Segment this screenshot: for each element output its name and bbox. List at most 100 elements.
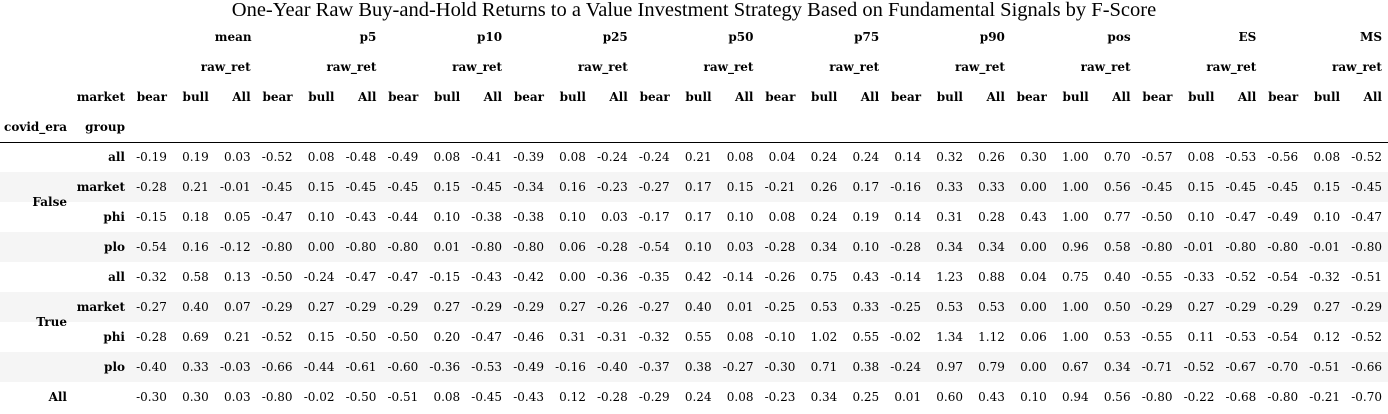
- table-cell: 0.31: [559, 330, 586, 344]
- table-cell: 0.10: [307, 210, 335, 224]
- market-column-header: bear: [1142, 90, 1173, 104]
- table-cell: 0.08: [1313, 150, 1341, 164]
- table-cell: -0.66: [261, 360, 293, 374]
- table-cell: -0.29: [513, 300, 544, 314]
- table-cell: -0.31: [597, 330, 628, 344]
- row-group-label: plo: [104, 240, 125, 254]
- table-cell: 0.17: [684, 180, 712, 194]
- table-cell: 0.69: [182, 330, 209, 344]
- table-cell: 0.53: [1103, 330, 1131, 344]
- market-column-header: bear: [388, 90, 419, 104]
- table-cell: -0.50: [1141, 210, 1173, 224]
- table-cell: -0.39: [513, 150, 544, 164]
- row-group-label: phi: [103, 330, 125, 344]
- table-cell: -0.45: [261, 180, 293, 194]
- table-cell: 0.21: [684, 150, 712, 164]
- variable-header: raw_ret: [703, 60, 754, 74]
- table-cell: 0.30: [1020, 150, 1047, 164]
- table-cell: -0.47: [261, 210, 293, 224]
- market-column-header: bull: [1062, 90, 1089, 104]
- table-cell: -0.47: [1225, 210, 1257, 224]
- table-cell: -0.26: [764, 270, 796, 284]
- stat-header: p5: [359, 30, 377, 44]
- table-cell: 0.03: [726, 240, 754, 254]
- table-cell: -0.67: [1225, 360, 1257, 374]
- market-column-header: All: [1112, 90, 1131, 104]
- table-cell: 0.21: [182, 180, 209, 194]
- table-cell: -0.25: [764, 300, 796, 314]
- market-column-header: bull: [559, 90, 586, 104]
- table-cell: -0.28: [764, 240, 796, 254]
- table-cell: -0.48: [345, 150, 377, 164]
- table-cell: 0.15: [433, 180, 461, 194]
- table-cell: 0.08: [559, 150, 586, 164]
- table-cell: -0.29: [1351, 300, 1382, 314]
- table-cell: 0.19: [182, 150, 209, 164]
- table-cell: -0.24: [597, 150, 628, 164]
- table-cell: 0.17: [852, 180, 880, 194]
- table-cell: 0.16: [182, 240, 209, 254]
- table-cell: 0.27: [559, 300, 586, 314]
- table-cell: 0.11: [1187, 330, 1215, 344]
- table-cell: 0.60: [936, 390, 963, 404]
- table-cell: -0.36: [429, 360, 461, 374]
- market-column-header: bull: [685, 90, 712, 104]
- table-cell: -0.29: [261, 300, 293, 314]
- table-cell: 0.43: [1020, 210, 1047, 224]
- table-cell: 0.17: [684, 210, 712, 224]
- table-cell: 0.40: [182, 300, 209, 314]
- table-cell: 0.08: [726, 330, 754, 344]
- table-cell: -0.29: [345, 300, 377, 314]
- table-cell: -0.28: [597, 240, 628, 254]
- market-column-header: bear: [1016, 90, 1047, 104]
- table-cell: 0.31: [936, 210, 963, 224]
- row-era-label: All: [48, 390, 67, 404]
- table-cell: 1.00: [1061, 150, 1089, 164]
- table-cell: -0.28: [136, 180, 167, 194]
- table-cell: -0.01: [1183, 240, 1215, 254]
- table-cell: 0.42: [684, 270, 712, 284]
- table-cell: 0.26: [978, 150, 1005, 164]
- table-cell: -0.32: [638, 330, 670, 344]
- table-cell: 0.00: [1020, 300, 1047, 314]
- table-cell: -0.43: [471, 270, 503, 284]
- table-cell: 0.08: [433, 390, 461, 404]
- table-cell: -0.32: [136, 270, 167, 284]
- table-cell: 0.10: [684, 240, 712, 254]
- table-cell: -0.29: [387, 300, 419, 314]
- table-cell: 0.96: [1061, 240, 1089, 254]
- table-cell: 0.28: [978, 210, 1005, 224]
- table-cell: -0.02: [890, 330, 922, 344]
- table-cell: -0.15: [429, 270, 461, 284]
- table-cell: 0.27: [307, 300, 335, 314]
- table-cell: 0.27: [1313, 300, 1341, 314]
- table-cell: -0.12: [219, 240, 251, 254]
- table-cell: -0.80: [1141, 390, 1173, 404]
- table-cell: -0.01: [219, 180, 251, 194]
- table-cell: -0.51: [1309, 360, 1341, 374]
- table-cell: 0.01: [894, 390, 922, 404]
- table-cell: -0.80: [1267, 240, 1299, 254]
- table-cell: 0.00: [559, 270, 586, 284]
- variable-header: raw_ret: [1332, 60, 1382, 74]
- table-cell: -0.55: [1141, 270, 1173, 284]
- stat-header: pos: [1107, 30, 1131, 44]
- row-era-label: False: [32, 195, 67, 209]
- table-cell: -0.80: [471, 240, 503, 254]
- table-cell: 0.08: [1187, 150, 1215, 164]
- table-cell: 0.15: [307, 180, 335, 194]
- table-cell: 0.14: [894, 150, 922, 164]
- variable-header: raw_ret: [200, 60, 251, 74]
- table-cell: 0.53: [936, 300, 963, 314]
- market-column-header: bull: [308, 90, 335, 104]
- table-cell: -0.01: [1309, 240, 1341, 254]
- table-cell: 0.04: [1020, 270, 1047, 284]
- table-cell: -0.37: [638, 360, 670, 374]
- table-cell: 0.01: [433, 240, 461, 254]
- table-cell: -0.30: [764, 360, 796, 374]
- table-cell: 0.55: [852, 330, 880, 344]
- table-cell: -0.16: [890, 180, 922, 194]
- table-cell: -0.71: [1141, 360, 1173, 374]
- table-cell: -0.80: [261, 390, 293, 404]
- table-cell: -0.54: [136, 240, 167, 254]
